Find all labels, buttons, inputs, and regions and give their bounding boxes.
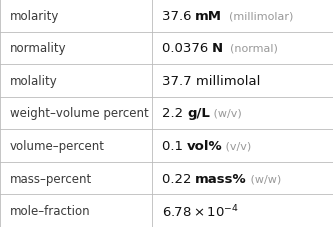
Text: (millimolar): (millimolar) bbox=[222, 11, 294, 21]
Text: mass%: mass% bbox=[195, 172, 247, 185]
Text: 37.6: 37.6 bbox=[162, 10, 195, 23]
Text: 0.0376: 0.0376 bbox=[162, 42, 212, 55]
Text: N: N bbox=[212, 42, 223, 55]
Text: (normal): (normal) bbox=[223, 44, 278, 54]
Text: 2.2: 2.2 bbox=[162, 107, 187, 120]
Text: mass–percent: mass–percent bbox=[10, 172, 92, 185]
Text: mM: mM bbox=[195, 10, 222, 23]
Text: $6.78\times10^{-4}$: $6.78\times10^{-4}$ bbox=[162, 202, 238, 219]
Text: (w/w): (w/w) bbox=[247, 173, 281, 183]
Text: volume–percent: volume–percent bbox=[10, 139, 105, 152]
Text: vol%: vol% bbox=[187, 139, 222, 152]
Text: molality: molality bbox=[10, 75, 58, 88]
Text: weight–volume percent: weight–volume percent bbox=[10, 107, 149, 120]
Text: 0.1: 0.1 bbox=[162, 139, 187, 152]
Text: (v/v): (v/v) bbox=[222, 141, 252, 151]
Text: g/L: g/L bbox=[187, 107, 210, 120]
Text: normality: normality bbox=[10, 42, 67, 55]
Text: 0.22: 0.22 bbox=[162, 172, 195, 185]
Text: 37.7 millimolal: 37.7 millimolal bbox=[162, 75, 260, 88]
Text: mole–fraction: mole–fraction bbox=[10, 204, 91, 217]
Text: (w/v): (w/v) bbox=[210, 109, 241, 118]
Text: molarity: molarity bbox=[10, 10, 59, 23]
